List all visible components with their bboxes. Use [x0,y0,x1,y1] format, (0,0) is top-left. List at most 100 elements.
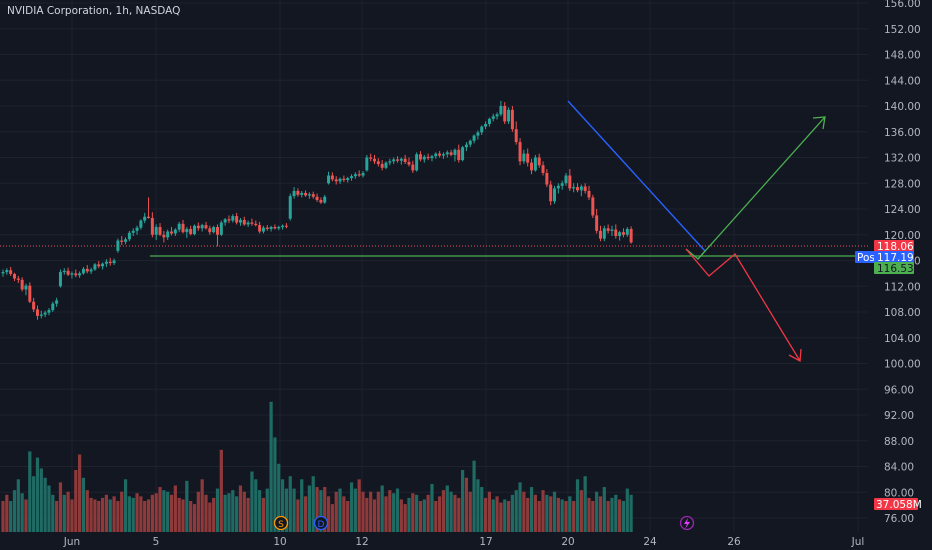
support-price-label: 116.53 [874,262,914,275]
candle-body [426,156,430,159]
candle-body [296,190,300,195]
volume-bar [430,483,434,532]
y-tick-label: 136.00 [884,127,921,139]
candle-body [284,225,288,227]
volume-bar [395,488,400,532]
candle-body [104,261,108,264]
volume-bar [85,490,89,532]
dividend-event-marker[interactable]: D [313,515,329,531]
candle-body [147,216,151,219]
volume-bar [357,479,361,532]
candle-body [315,196,319,200]
volume-bar [223,494,227,532]
candle-body [101,263,105,267]
volume-bar [468,491,472,532]
volume-bar [66,491,70,532]
volume-bar [131,497,135,532]
post-market-label: Post 117.19 [855,251,914,264]
candle-body [112,260,116,264]
volume-bar [464,477,469,532]
volume-bar [602,487,606,532]
volume-bar [246,497,250,532]
volume-bar [39,468,43,532]
candle-body [445,152,449,155]
candle-body [93,264,97,270]
volume-bar [97,501,101,532]
drawings[interactable] [0,100,868,363]
candle-body [457,149,461,161]
x-tick-label: 10 [273,536,286,548]
earnings-flash-icon[interactable] [679,515,695,531]
candle-body [235,216,239,223]
volume-bar [514,490,518,532]
y-tick-label: 88.00 [884,436,914,448]
candle-body [108,261,112,264]
candle-body [430,156,434,159]
candle-body [81,268,85,274]
volume-bar [338,488,342,532]
candle-body [177,223,181,230]
candle-body [47,310,51,313]
candle-body [242,219,246,225]
candle-body [193,225,196,235]
volume-bar [315,487,319,532]
price-axis-bg [868,0,932,550]
bullish-arrowhead [812,116,826,130]
y-tick-label: 100.00 [884,359,921,371]
volume-bar [476,479,480,532]
volume-bar [510,494,514,532]
volume-bar [621,501,626,532]
volume-bar [529,487,534,532]
y-tick-label: 124.00 [884,204,921,216]
bearish-projection-path[interactable] [685,248,801,362]
candle-body [595,215,599,231]
volume-bar [265,488,269,532]
time-axis[interactable]: Jun 5 10 12 17 20 24 26 Jul [0,532,868,550]
volume-bar [235,496,239,532]
down-trend-line[interactable] [567,100,706,252]
y-tick-label: 96.00 [884,384,914,396]
volume-bar [560,499,564,532]
y-tick-label: 132.00 [884,153,921,165]
volume-bar [173,485,177,532]
candle-body [131,230,135,233]
candle-body [150,218,154,235]
volume-bar [403,504,407,532]
volume-bar [572,501,576,532]
y-tick-label: 120.00 [884,230,921,242]
candle-body [353,174,357,177]
candle-body [231,216,235,221]
candle-body [246,222,250,225]
volume-bar [254,479,258,532]
candle-body [568,175,572,189]
chart-title: NVIDIA Corporation, 1h, NASDAQ [7,5,181,17]
price-axis[interactable]: 156.00 152.00 148.00 144.00 140.00 136.00 132.… [868,0,932,550]
candle-body [373,158,377,162]
candle-body [510,109,514,130]
volume-bar [242,491,246,532]
volume-bar [273,437,277,532]
y-tick-label: 140.00 [884,101,921,113]
candle-body [553,188,557,202]
y-tick-label: 76.00 [884,513,914,525]
candle-body [346,178,350,181]
candle-body [449,152,453,155]
candle-body [606,228,610,231]
volume-bar [269,401,273,532]
volume-bar [93,499,97,532]
volume-bar [587,497,591,532]
candle-body [20,279,24,290]
candle-body [369,157,373,159]
volume-bar [522,491,526,532]
bullish-projection-path[interactable] [697,116,826,260]
volume-bar [89,497,93,532]
candle-body [518,142,522,162]
x-tick-label: 20 [561,536,574,548]
volume-bar [491,499,495,532]
candle-body [1,272,5,274]
split-event-marker[interactable]: S [273,515,289,531]
volume-bar [319,490,323,532]
time-axis-bg [0,532,868,550]
candle-body [587,190,591,198]
